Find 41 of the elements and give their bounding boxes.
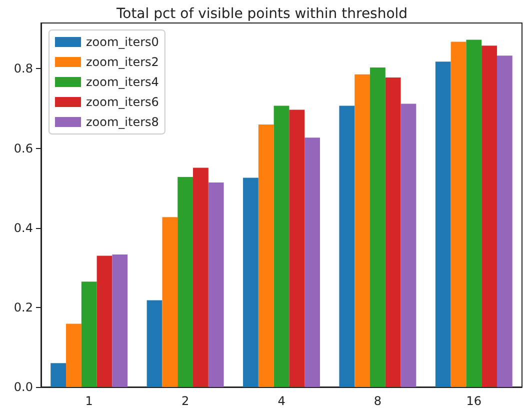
y-tick-label: 0.0 <box>14 380 33 394</box>
x-tick-label: 4 <box>278 394 286 408</box>
y-tick-label: 0.6 <box>14 141 33 156</box>
bar <box>258 124 274 387</box>
bar <box>81 282 97 387</box>
bar <box>289 110 305 387</box>
legend-label: zoom_iters0 <box>86 35 159 49</box>
bar <box>304 138 320 387</box>
bar <box>274 106 290 387</box>
bar <box>178 176 193 387</box>
y-tick-label: 0.8 <box>14 62 33 76</box>
y-tick-label: 0.4 <box>14 220 33 235</box>
bar <box>112 254 128 387</box>
bar <box>354 74 370 387</box>
x-tick-label: 2 <box>181 394 190 408</box>
bar <box>482 46 497 387</box>
bar <box>435 62 451 387</box>
x-tick-label: 8 <box>374 394 382 408</box>
x-tick-label: 16 <box>466 394 482 408</box>
bar <box>400 104 416 387</box>
bar <box>192 168 208 387</box>
bar <box>339 106 355 387</box>
bar <box>496 56 512 387</box>
y-tick-label: 0.2 <box>14 300 33 314</box>
bar <box>466 40 482 387</box>
legend-label: zoom_iters8 <box>86 115 159 129</box>
x-tick-label: 1 <box>85 394 93 408</box>
bar <box>96 256 112 387</box>
legend-label: zoom_iters4 <box>86 75 159 89</box>
bar <box>146 300 162 387</box>
bar <box>450 42 466 387</box>
bar <box>370 68 386 387</box>
bar <box>66 324 82 387</box>
bar <box>162 217 178 387</box>
bar <box>243 178 258 387</box>
bar <box>385 78 401 387</box>
legend-label: zoom_iters6 <box>86 95 159 109</box>
legend-label: zoom_iters2 <box>86 55 159 69</box>
bar <box>208 182 224 387</box>
chart-title: Total pct of visible points within threshold <box>115 6 408 22</box>
bar <box>50 363 66 387</box>
